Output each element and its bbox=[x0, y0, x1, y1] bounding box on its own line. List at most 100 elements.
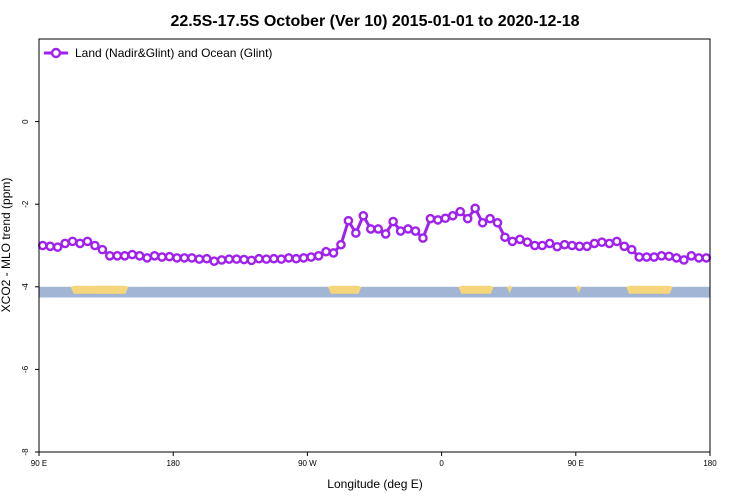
data-point bbox=[254, 253, 264, 264]
data-point bbox=[649, 252, 659, 262]
data-point bbox=[582, 241, 592, 252]
x-tick-label: 90 E bbox=[31, 459, 47, 468]
x-tick-label: 90 W bbox=[298, 459, 317, 468]
data-point bbox=[462, 213, 473, 224]
land-patch bbox=[506, 285, 513, 294]
data-point bbox=[328, 248, 339, 258]
data-point bbox=[358, 210, 369, 221]
x-axis: 90 E 180 90 W 0 90 E 180 bbox=[31, 452, 717, 468]
x-tick-label: 90 E bbox=[568, 459, 584, 468]
plot-area bbox=[37, 38, 712, 453]
data-point bbox=[380, 229, 391, 239]
legend: Land (Nadir&Glint) and Ocean (Glint) bbox=[44, 46, 272, 60]
data-point bbox=[574, 241, 585, 252]
data-point bbox=[507, 236, 518, 247]
data-point bbox=[537, 240, 548, 251]
data-point bbox=[291, 253, 302, 264]
x-axis-label: Longitude (deg E) bbox=[327, 477, 422, 491]
data-point bbox=[343, 215, 354, 226]
land-patch bbox=[626, 285, 673, 294]
data-point bbox=[664, 251, 674, 262]
land-patch bbox=[96, 285, 129, 294]
data-point bbox=[45, 241, 55, 252]
data-point bbox=[552, 241, 562, 252]
data-point bbox=[321, 246, 331, 257]
data-point bbox=[209, 256, 220, 266]
data-point bbox=[82, 236, 93, 247]
data-point bbox=[671, 253, 682, 263]
data-point bbox=[500, 232, 510, 243]
data-point bbox=[619, 241, 630, 252]
y-tick-label: -4 bbox=[21, 283, 30, 291]
data-point bbox=[134, 251, 145, 261]
data-point bbox=[589, 238, 600, 249]
data-point bbox=[119, 251, 130, 261]
y-tick-label: -8 bbox=[21, 448, 30, 456]
data-point bbox=[246, 255, 257, 266]
data-point bbox=[269, 253, 279, 264]
legend-marker bbox=[50, 47, 62, 59]
data-point bbox=[418, 233, 428, 243]
land-patch bbox=[575, 285, 582, 294]
data-point bbox=[694, 253, 704, 263]
data-point bbox=[261, 254, 272, 264]
data-point bbox=[656, 251, 667, 261]
legend-label: Land (Nadir&Glint) and Ocean (Glint) bbox=[75, 46, 272, 60]
x-tick-label: 0 bbox=[439, 459, 444, 468]
data-point bbox=[351, 228, 361, 238]
x-tick-label: 180 bbox=[703, 459, 717, 468]
data-point bbox=[440, 213, 451, 224]
plot-frame bbox=[38, 38, 711, 453]
data-point bbox=[105, 251, 115, 261]
data-point bbox=[67, 236, 78, 247]
data-point bbox=[172, 253, 182, 263]
data-point bbox=[433, 215, 443, 225]
data-point bbox=[701, 253, 712, 263]
data-point bbox=[276, 254, 287, 264]
ocean-band bbox=[39, 286, 710, 298]
data-point bbox=[60, 238, 70, 249]
data-point bbox=[686, 251, 697, 261]
y-tick-label: -2 bbox=[21, 200, 30, 208]
data-point bbox=[298, 253, 309, 263]
chart-title: 22.5S-17.5S October (Ver 10) 2015-01-01 … bbox=[170, 13, 579, 30]
data-point bbox=[477, 217, 488, 228]
data-point bbox=[388, 216, 398, 227]
data-point bbox=[522, 237, 533, 247]
y-axis: 0 -2 -4 -6 -8 bbox=[21, 119, 39, 456]
data-point bbox=[164, 251, 175, 262]
data-point bbox=[283, 253, 294, 263]
data-point bbox=[201, 253, 212, 264]
data-point bbox=[216, 255, 227, 265]
data-point bbox=[149, 251, 160, 261]
data-point bbox=[485, 213, 495, 224]
data-point bbox=[112, 251, 123, 261]
y-tick-label: 0 bbox=[21, 119, 30, 124]
series-group bbox=[37, 203, 712, 266]
data-point bbox=[612, 236, 622, 247]
data-point bbox=[179, 253, 190, 263]
data-point bbox=[641, 252, 652, 262]
surface-band bbox=[39, 285, 710, 298]
data-point bbox=[75, 238, 85, 249]
data-point bbox=[604, 238, 615, 249]
data-point bbox=[567, 240, 577, 251]
data-point bbox=[470, 203, 480, 214]
data-point bbox=[142, 253, 152, 263]
data-point bbox=[395, 226, 406, 236]
data-point bbox=[373, 224, 384, 234]
land-patch bbox=[458, 285, 494, 294]
data-point bbox=[559, 239, 570, 250]
data-point bbox=[455, 206, 466, 217]
data-point bbox=[231, 254, 242, 264]
data-point bbox=[447, 210, 458, 221]
data-point bbox=[626, 244, 637, 255]
data-point bbox=[313, 251, 324, 261]
data-point bbox=[410, 226, 421, 236]
land-patch bbox=[327, 285, 362, 294]
data-point bbox=[37, 240, 48, 251]
data-point bbox=[224, 254, 234, 264]
data-point bbox=[634, 252, 644, 262]
data-point bbox=[336, 239, 346, 250]
